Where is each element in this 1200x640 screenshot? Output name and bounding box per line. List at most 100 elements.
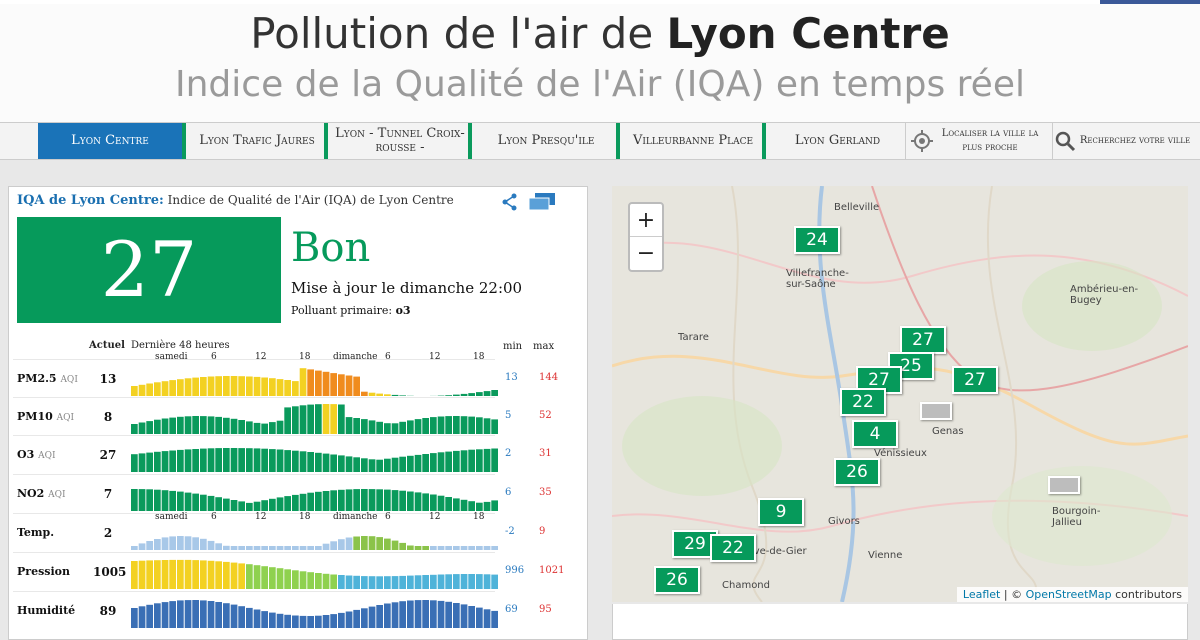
history-bar bbox=[391, 540, 399, 550]
history-bar bbox=[468, 546, 475, 550]
map-marker[interactable]: 22 bbox=[840, 388, 886, 416]
history-bar bbox=[437, 452, 445, 472]
history-bar bbox=[368, 536, 376, 550]
history-bar bbox=[146, 604, 153, 628]
history-bar bbox=[161, 490, 169, 511]
history-bar bbox=[483, 391, 491, 396]
history-bar bbox=[161, 602, 169, 628]
history-bar bbox=[246, 607, 253, 628]
time-tick: 6 bbox=[211, 512, 217, 522]
history-bar bbox=[230, 500, 238, 511]
history-bar bbox=[292, 450, 299, 472]
time-tick: 18 bbox=[299, 512, 311, 522]
time-tick: 12 bbox=[429, 352, 441, 362]
tab-lyon-trafic-jaures[interactable]: Lyon Trafic Jaures bbox=[190, 123, 328, 159]
history-bar bbox=[322, 573, 330, 589]
history-bar bbox=[307, 452, 314, 472]
history-bar bbox=[154, 539, 161, 550]
history-bar bbox=[169, 601, 176, 628]
map-marker[interactable]: 26 bbox=[834, 458, 880, 486]
history-bar bbox=[169, 490, 176, 511]
widget-icon[interactable] bbox=[529, 193, 555, 211]
history-bar bbox=[422, 418, 429, 434]
history-bar bbox=[177, 449, 184, 472]
leaflet-link[interactable]: Leaflet bbox=[962, 588, 1001, 601]
history-bar bbox=[261, 566, 268, 589]
tab-lyon-tunnel[interactable]: Lyon - Tunnel Croix-rousse - bbox=[332, 123, 472, 159]
map-marker-offline[interactable] bbox=[1048, 476, 1080, 494]
history-bar bbox=[453, 546, 460, 550]
row-min: 6 bbox=[505, 487, 512, 498]
history-bar bbox=[299, 571, 307, 589]
map-marker[interactable]: 26 bbox=[654, 566, 700, 594]
station-map[interactable]: + − Belleville Villefranche-sur-Saône Ta… bbox=[612, 186, 1188, 602]
history-bar bbox=[345, 456, 353, 472]
history-bar bbox=[307, 546, 314, 550]
history-bar bbox=[407, 545, 414, 550]
history-bar bbox=[230, 604, 238, 628]
history-bar bbox=[276, 449, 284, 472]
history-bar bbox=[391, 576, 399, 589]
history-bar bbox=[338, 404, 345, 434]
place-label: Rive-de-Gier bbox=[744, 546, 807, 557]
history-bar bbox=[131, 608, 138, 628]
history-bar bbox=[468, 416, 475, 434]
history-bar bbox=[184, 416, 192, 434]
history-bar bbox=[177, 600, 184, 628]
map-attribution: Leaflet | © OpenStreetMap contributors bbox=[956, 587, 1188, 602]
history-bar bbox=[422, 546, 429, 550]
history-bar bbox=[345, 611, 353, 628]
map-marker-offline[interactable] bbox=[920, 402, 952, 420]
tab-lyon-presquile[interactable]: Lyon Presqu'ile bbox=[476, 123, 620, 159]
history-bar bbox=[292, 570, 299, 589]
locate-button[interactable]: Localiser la ville la plus proche bbox=[910, 123, 1050, 159]
search-button[interactable]: Recherchez votre ville bbox=[1052, 123, 1198, 159]
history-bar bbox=[330, 454, 337, 472]
zoom-out-button[interactable]: − bbox=[636, 241, 656, 266]
history-bar bbox=[269, 449, 276, 472]
tab-lyon-gerland[interactable]: Lyon Gerland bbox=[770, 123, 906, 159]
locate-icon bbox=[911, 130, 933, 152]
history-bar bbox=[299, 368, 307, 396]
map-marker[interactable]: 27 bbox=[900, 326, 946, 354]
map-marker[interactable]: 4 bbox=[852, 420, 898, 448]
share-icon[interactable] bbox=[501, 193, 519, 211]
history-bar bbox=[437, 495, 445, 511]
map-marker[interactable]: 24 bbox=[794, 226, 840, 254]
station-nav: Lyon Centre Lyon Trafic Jaures Lyon - Tu… bbox=[0, 122, 1200, 160]
map-marker[interactable]: 27 bbox=[952, 366, 998, 394]
history-bar bbox=[284, 450, 291, 472]
aqi-level: Bon bbox=[291, 225, 371, 271]
tab-villeurbanne-place[interactable]: Villeurbanne Place bbox=[624, 123, 766, 159]
time-tick: samedi bbox=[155, 512, 188, 522]
history-bar bbox=[460, 546, 468, 550]
history-bar bbox=[338, 489, 345, 511]
map-marker[interactable]: 22 bbox=[710, 534, 756, 562]
history-bar bbox=[414, 575, 422, 589]
history-bar bbox=[146, 489, 153, 511]
zoom-in-button[interactable]: + bbox=[630, 204, 662, 237]
time-tick: 12 bbox=[255, 352, 267, 362]
history-bar bbox=[391, 602, 399, 628]
history-bar bbox=[391, 394, 399, 396]
history-bar bbox=[353, 376, 360, 396]
tab-lyon-centre[interactable]: Lyon Centre bbox=[38, 123, 186, 159]
time-tick: dimanche bbox=[333, 512, 378, 522]
history-bar bbox=[200, 538, 207, 550]
history-bar bbox=[430, 494, 437, 511]
row-current: 27 bbox=[99, 448, 117, 462]
osm-link[interactable]: OpenStreetMap bbox=[1025, 588, 1112, 601]
history-bar bbox=[376, 489, 383, 511]
history-bar bbox=[223, 417, 230, 434]
time-tick: 6 bbox=[385, 352, 391, 362]
search-icon bbox=[1055, 131, 1076, 152]
history-bar bbox=[368, 606, 376, 628]
pollutant-row: PM10 AQI 8 5 52 bbox=[13, 397, 552, 435]
history-bar bbox=[192, 449, 199, 472]
history-bar bbox=[154, 489, 161, 511]
history-bar bbox=[330, 490, 337, 511]
row-max: 1021 bbox=[539, 565, 565, 576]
history-bar bbox=[483, 546, 491, 550]
map-marker[interactable]: 9 bbox=[758, 498, 804, 526]
history-bar bbox=[414, 454, 422, 472]
